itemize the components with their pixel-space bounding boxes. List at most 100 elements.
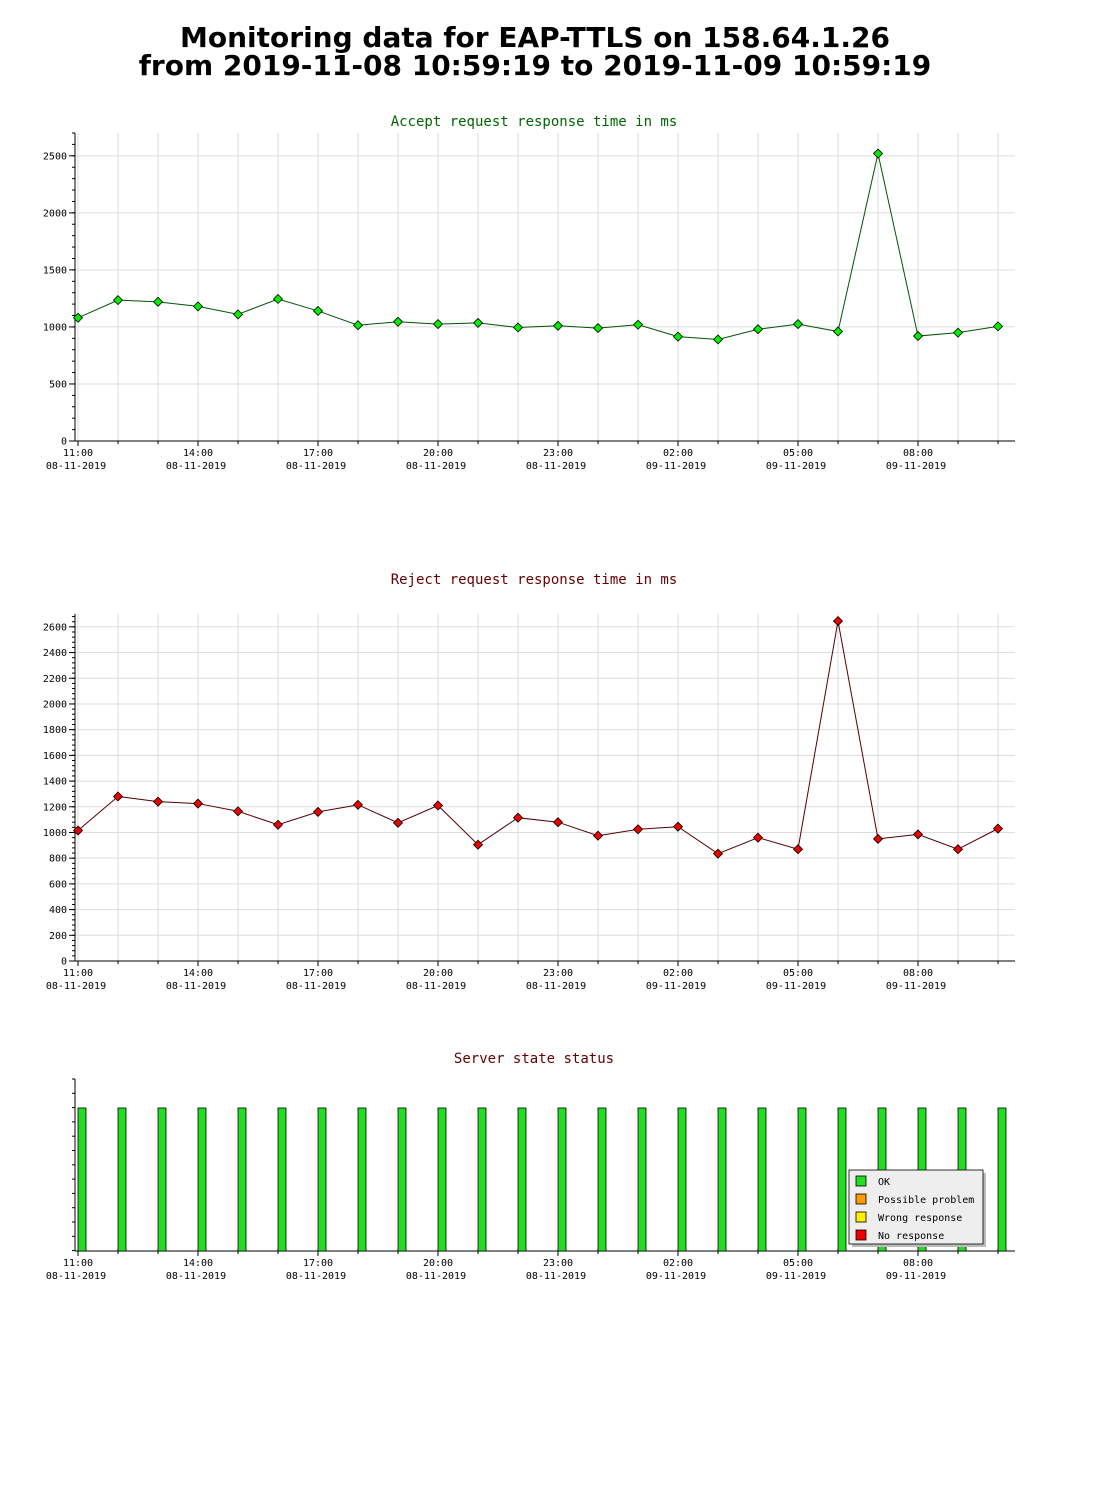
accept-data-point: [952, 327, 964, 338]
reject-x-tick-time: 20:00: [423, 968, 453, 979]
reject-x-tick-time: 02:00: [663, 968, 693, 979]
accept-data-point: [912, 330, 924, 342]
status-bar: [677, 1107, 687, 1252]
status-bar: [997, 1107, 1007, 1252]
reject-x-tick-date: 09-11-2019: [646, 981, 706, 992]
reject-x-tick-time: 14:00: [183, 968, 213, 979]
reject-data-point: [672, 821, 684, 832]
status-legend: OK Possible problem Wrong response No respo…: [848, 1169, 986, 1247]
accept-x-tick-time: 17:00: [303, 448, 333, 459]
reject-x-tick-date: 08-11-2019: [406, 981, 466, 992]
accept-data-point: [832, 326, 844, 337]
reject-data-point: [792, 844, 804, 855]
status-bar: [797, 1107, 807, 1252]
status-x-tick-time: 14:00: [183, 1258, 213, 1269]
reject-data-point: [392, 817, 404, 828]
accept-data-point: [312, 305, 324, 317]
accept-y-tick-label: 2500: [43, 151, 67, 162]
reject-x-tick-time: 05:00: [783, 968, 813, 979]
reject-x-tick-date: 09-11-2019: [766, 981, 826, 992]
reject-x-tick-time: 17:00: [303, 968, 333, 979]
legend-swatch: [855, 1193, 867, 1205]
status-bar: [437, 1107, 447, 1252]
accept-data-point: [792, 319, 804, 330]
status-x-tick-date: 08-11-2019: [286, 1271, 346, 1282]
status-bar: [557, 1107, 567, 1252]
reject-y-tick-label: 2000: [43, 699, 67, 710]
accept-y-tick-label: 1000: [43, 322, 67, 333]
status-bar: [757, 1107, 767, 1252]
accept-data-point: [232, 309, 244, 320]
status-bar: [197, 1107, 207, 1252]
accept-data-point: [352, 320, 364, 331]
accept-x-tick-date: 09-11-2019: [886, 461, 946, 472]
reject-data-point: [472, 839, 484, 850]
accept-x-tick-date: 08-11-2019: [166, 461, 226, 472]
page-title-line1: Monitoring data for EAP-TTLS on 158.64.1…: [180, 21, 890, 54]
legend-swatch: [855, 1175, 867, 1187]
reject-y-tick-label: 1600: [43, 751, 67, 762]
accept-data-point: [552, 320, 564, 331]
reject-data-point: [152, 796, 164, 807]
reject-x-tick-date: 08-11-2019: [166, 981, 226, 992]
status-bar: [77, 1107, 87, 1252]
accept-y-tick-label: 0: [61, 437, 67, 448]
accept-x-tick-time: 11:00: [63, 448, 93, 459]
page-title-line2: from 2019-11-08 10:59:19 to 2019-11-09 1…: [138, 49, 932, 82]
reject-data-point: [632, 824, 644, 835]
accept-chart-title: Accept request response time in ms: [391, 114, 678, 130]
reject-y-tick-label: 600: [49, 879, 67, 890]
status-x-tick-time: 05:00: [783, 1258, 813, 1269]
reject-x-tick-date: 08-11-2019: [46, 981, 106, 992]
status-x-tick-date: 08-11-2019: [166, 1271, 226, 1282]
status-bar: [237, 1107, 247, 1252]
status-x-tick-date: 09-11-2019: [766, 1271, 826, 1282]
reject-x-tick-date: 08-11-2019: [286, 981, 346, 992]
status-chart: Server state status 11:00 08-11-2019 14:00 0…: [46, 1051, 1015, 1282]
reject-x-tick-time: 08:00: [903, 968, 933, 979]
reject-y-tick-label: 2600: [43, 622, 67, 633]
reject-data-point: [232, 806, 244, 817]
legend-label: OK: [878, 1177, 890, 1188]
accept-data-point: [672, 331, 684, 342]
status-bar: [277, 1107, 287, 1252]
accept-x-tick-date: 08-11-2019: [406, 461, 466, 472]
accept-data-point: [432, 319, 444, 330]
reject-x-tick-date: 08-11-2019: [526, 981, 586, 992]
reject-data-point: [312, 806, 324, 817]
status-x-tick-time: 23:00: [543, 1258, 573, 1269]
accept-x-tick-time: 02:00: [663, 448, 693, 459]
status-x-tick-time: 08:00: [903, 1258, 933, 1269]
reject-data-point: [272, 819, 284, 830]
status-bar: [157, 1107, 167, 1252]
accept-x-tick-time: 14:00: [183, 448, 213, 459]
accept-y-tick-label: 1500: [43, 265, 67, 276]
status-x-tick-date: 08-11-2019: [526, 1271, 586, 1282]
accept-data-point: [192, 301, 204, 312]
reject-data-point: [752, 832, 764, 843]
reject-data-point: [952, 844, 964, 855]
accept-data-point: [752, 324, 764, 335]
accept-series-line: [77, 153, 999, 340]
reject-data-point: [72, 825, 84, 836]
reject-x-tick-time: 23:00: [543, 968, 573, 979]
reject-y-tick-label: 1400: [43, 777, 67, 788]
reject-data-point: [872, 833, 884, 844]
status-bar: [317, 1107, 327, 1252]
reject-y-tick-label: 1200: [43, 802, 67, 813]
legend-swatch: [855, 1229, 867, 1241]
reject-data-point: [992, 823, 1004, 834]
accept-data-point: [632, 319, 644, 330]
accept-data-point: [872, 148, 884, 159]
status-x-tick-time: 02:00: [663, 1258, 693, 1269]
reject-y-tick-label: 0: [61, 957, 67, 968]
accept-x-tick-time: 23:00: [543, 448, 573, 459]
legend-label: Possible problem: [878, 1195, 974, 1206]
reject-y-tick-label: 800: [49, 854, 67, 865]
reject-y-tick-label: 2400: [43, 648, 67, 659]
accept-x-tick-date: 09-11-2019: [646, 461, 706, 472]
status-x-tick-date: 08-11-2019: [406, 1271, 466, 1282]
reject-y-tick-label: 200: [49, 931, 67, 942]
accept-x-tick-time: 20:00: [423, 448, 453, 459]
status-x-tick-time: 11:00: [63, 1258, 93, 1269]
